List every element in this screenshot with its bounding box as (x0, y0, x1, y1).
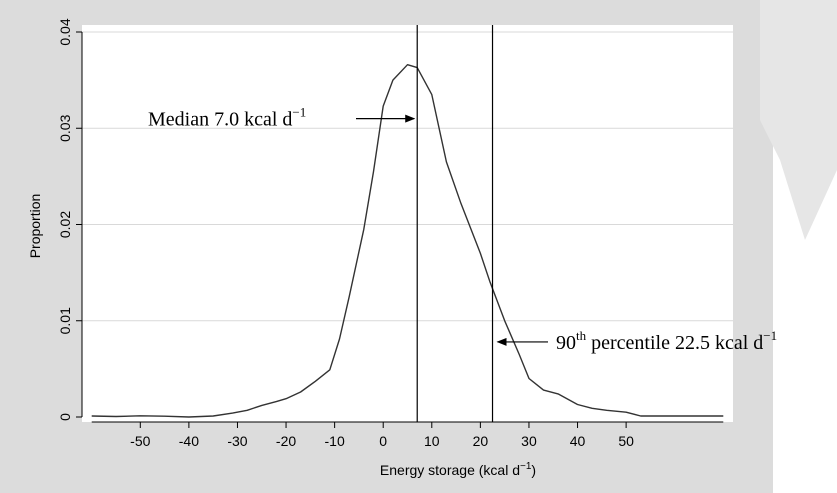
x-tick-label-2: -30 (227, 433, 247, 449)
y-axis-title: Proportion (27, 194, 43, 259)
y-tick-label-4: 0.04 (57, 18, 73, 45)
annotation-p90-sup: −1 (763, 328, 777, 343)
x-tick-label-9: 40 (570, 433, 586, 449)
watermark-shape (760, 0, 837, 240)
x-tick-label-3: -20 (276, 433, 296, 449)
x-tick-label-5: 0 (379, 433, 387, 449)
y-tick-label-1: 0.01 (57, 307, 73, 334)
series-line-0 (91, 63, 724, 418)
y-tick-label-2: 0.02 (57, 211, 73, 238)
annotation-median: Median 7.0 kcal d−1 (148, 105, 306, 131)
x-tick-label-8: 30 (521, 433, 537, 449)
y-tick-label-0: 0 (57, 413, 73, 421)
y-tick-label-3: 0.03 (57, 114, 73, 141)
annotation-p90-number: 90 (556, 332, 576, 354)
annotation-p90-text: percentile 22.5 kcal d (586, 332, 763, 354)
annotation-p90: 90th percentile 22.5 kcal d−1 (556, 328, 777, 354)
x-axis-title: Energy storage (kcal d−1) (380, 461, 536, 478)
annotation-p90-ordinal: th (576, 328, 587, 343)
x-axis-title-tail: ) (531, 462, 536, 478)
annotation-median-text: Median 7.0 kcal d (148, 109, 292, 131)
plot-area (82, 25, 733, 422)
x-tick-label-0: -50 (130, 433, 150, 449)
x-axis-title-sup: −1 (520, 461, 532, 472)
annotation-median-sup: −1 (292, 105, 306, 120)
x-tick-label-4: -10 (325, 433, 345, 449)
x-axis-title-main: Energy storage (kcal d (380, 462, 520, 478)
x-tick-label-1: -40 (179, 433, 199, 449)
x-tick-label-6: 10 (424, 433, 440, 449)
x-tick-label-10: 50 (618, 433, 634, 449)
x-tick-label-7: 20 (473, 433, 489, 449)
